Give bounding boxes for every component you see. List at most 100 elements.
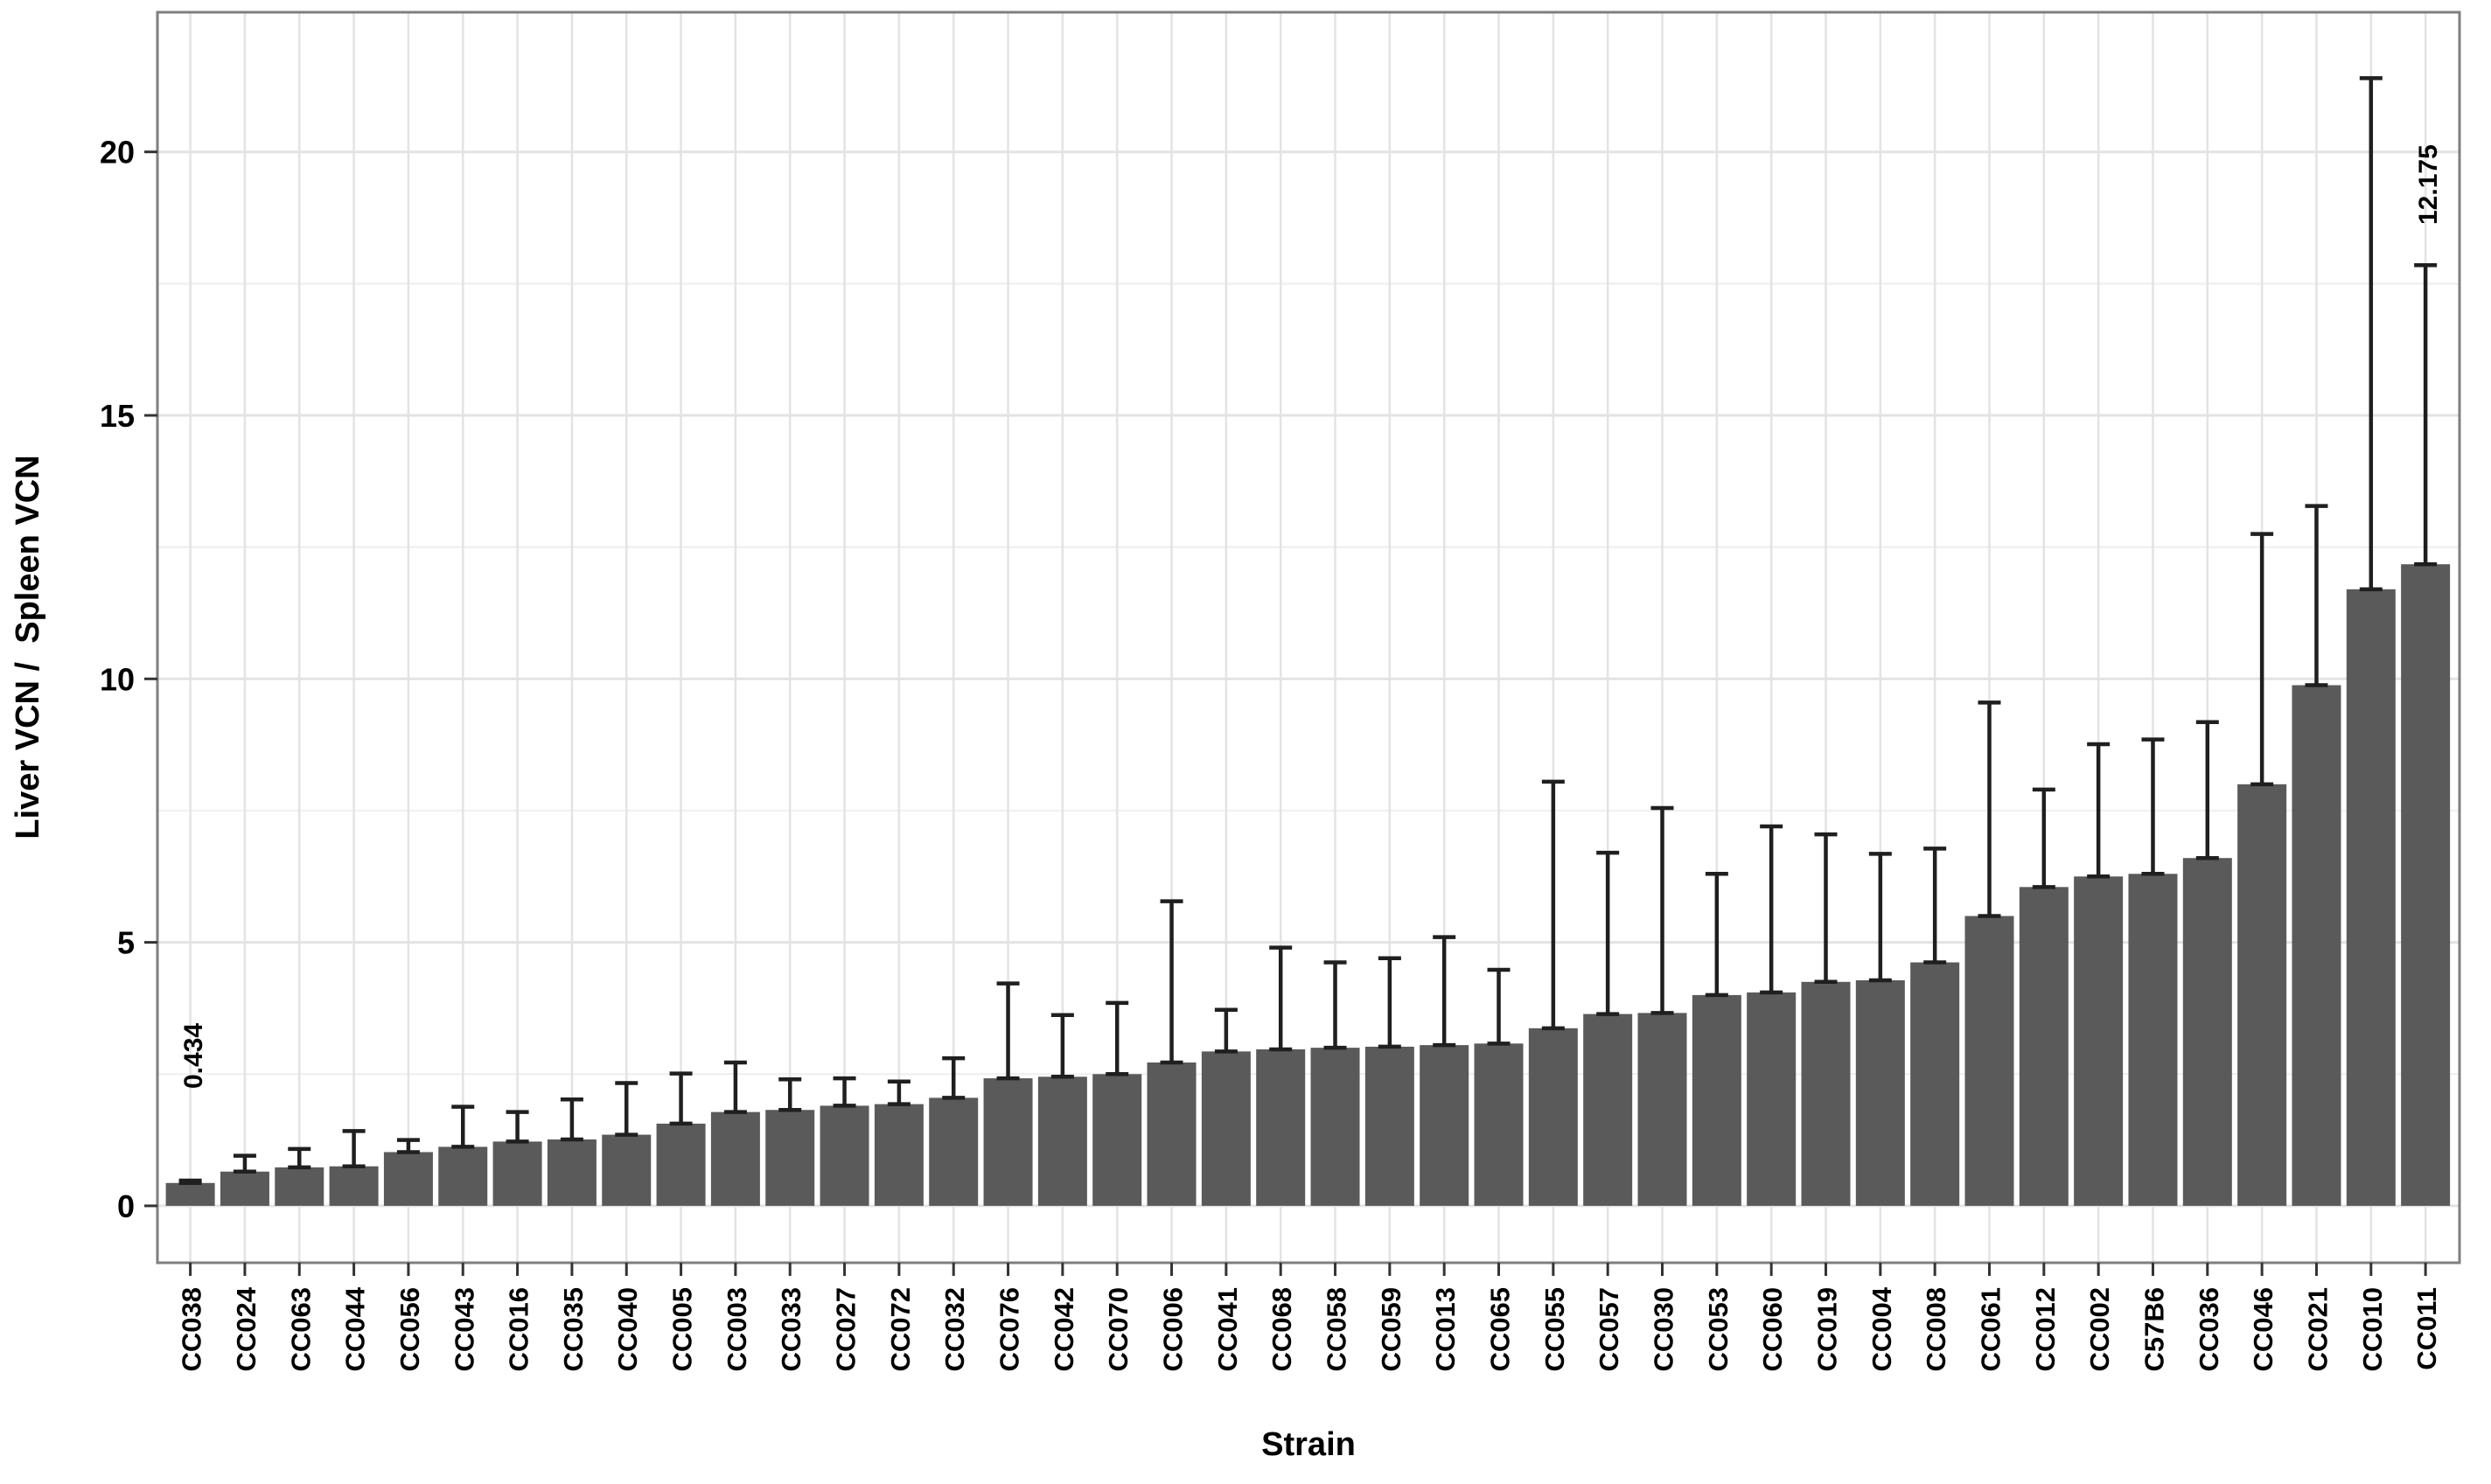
- x-tick-label: CC057: [1594, 1287, 1624, 1372]
- error-bar: [833, 1076, 856, 1108]
- error-bar: [1541, 779, 1565, 1031]
- x-tick-label: CC070: [1103, 1287, 1134, 1372]
- error-bar: [506, 1110, 529, 1144]
- x-tick-label: CC003: [722, 1287, 752, 1372]
- error-bar: [2359, 76, 2383, 592]
- x-tick-label: CC016: [504, 1287, 534, 1372]
- x-tick-label: CC059: [1376, 1287, 1406, 1372]
- bar: [929, 1097, 979, 1206]
- bar: [275, 1167, 324, 1206]
- bar: [329, 1166, 379, 1206]
- bar: [383, 1152, 433, 1206]
- error-bars-group: [178, 76, 2438, 1186]
- error-bar: [2195, 720, 2219, 860]
- error-bar: [396, 1138, 420, 1154]
- error-bar: [233, 1153, 256, 1174]
- bar: [1855, 979, 1905, 1206]
- y-tick-label: 10: [100, 661, 135, 697]
- bar: [820, 1105, 869, 1206]
- error-bar: [2414, 263, 2438, 567]
- error-bar: [1487, 967, 1511, 1046]
- y-tick-label: 0: [117, 1188, 135, 1224]
- bar: [1692, 994, 1741, 1206]
- error-bar: [1596, 850, 1620, 1016]
- bar: [1092, 1074, 1142, 1206]
- x-tick-label: CC013: [1430, 1287, 1461, 1372]
- error-bar: [560, 1097, 583, 1142]
- bar: [874, 1104, 924, 1206]
- x-tick-label: CC002: [2084, 1287, 2115, 1372]
- error-bar: [2305, 504, 2328, 687]
- x-tick-label: CC061: [1975, 1287, 2006, 1372]
- x-tick-label: CC006: [1158, 1287, 1189, 1372]
- y-tick-labels: 0 5 10 15 20: [100, 135, 135, 1224]
- axis-ticks: [144, 150, 2427, 1276]
- error-bar: [669, 1071, 693, 1126]
- x-tick-label: CC060: [1757, 1287, 1788, 1372]
- error-bar: [1160, 899, 1183, 1065]
- x-tick-label: CC072: [885, 1287, 916, 1372]
- bar: [1147, 1062, 1197, 1206]
- error-bar: [2032, 787, 2055, 889]
- x-tick-label: CC033: [776, 1287, 806, 1372]
- bar: [1310, 1048, 1360, 1206]
- x-tick-label: CC005: [667, 1287, 698, 1372]
- x-tick-label: CC055: [1539, 1287, 1570, 1372]
- error-bar: [1760, 824, 1783, 995]
- x-tick-label: CC011: [2411, 1287, 2442, 1370]
- bar: [2237, 784, 2287, 1206]
- bar: [602, 1134, 652, 1206]
- x-tick-label: CC021: [2302, 1287, 2333, 1372]
- error-bar: [1978, 700, 2001, 918]
- bar: [165, 1182, 215, 1206]
- bar: [492, 1141, 542, 1206]
- x-tick-label: CC043: [449, 1287, 479, 1372]
- error-bar: [1650, 805, 1674, 1015]
- x-tick-label: CC065: [1485, 1287, 1516, 1372]
- y-tick-label: 20: [100, 135, 135, 171]
- bar: [1201, 1051, 1251, 1206]
- error-bar: [2141, 737, 2165, 876]
- bar: [2182, 858, 2232, 1206]
- bar: [2128, 874, 2178, 1206]
- bar: [1964, 916, 2014, 1206]
- error-bar: [1050, 1013, 1074, 1079]
- bar: [1474, 1043, 1524, 1206]
- bar: [656, 1123, 706, 1206]
- x-tick-label: CC063: [285, 1287, 316, 1372]
- bar: [2346, 589, 2396, 1206]
- x-tick-label: CC019: [1812, 1287, 1843, 1372]
- x-tick-label: CC010: [2357, 1287, 2388, 1372]
- error-bar: [2250, 532, 2274, 787]
- bar: [1364, 1046, 1414, 1206]
- error-bar: [1705, 872, 1728, 998]
- error-bar: [1378, 956, 1401, 1049]
- bar: [1420, 1045, 1469, 1206]
- bar-value-label-max: 12.175: [2414, 144, 2443, 225]
- bar: [710, 1111, 760, 1206]
- error-bar: [942, 1056, 966, 1100]
- bar: [2019, 887, 2069, 1206]
- y-tick-label: 15: [100, 398, 135, 434]
- bar: [1528, 1028, 1578, 1206]
- y-axis-title: Liver VCN / Spleen VCN: [10, 455, 46, 839]
- x-tick-label: CC004: [1867, 1286, 1897, 1371]
- x-tick-label: CC008: [1921, 1287, 1951, 1372]
- y-tick-label: 5: [117, 925, 135, 961]
- error-bar: [1868, 852, 1892, 983]
- bar: [1637, 1013, 1687, 1206]
- bar: [983, 1078, 1033, 1206]
- error-bar: [451, 1104, 475, 1149]
- bar: [1747, 992, 1797, 1206]
- error-bar: [288, 1146, 311, 1170]
- error-bar: [723, 1060, 747, 1114]
- bar: [1256, 1049, 1306, 1206]
- x-tick-labels: CC038 CC024 CC063 CC044 CC056 CC043 CC016 CC035…: [177, 1286, 2443, 1371]
- bar: [2401, 564, 2451, 1206]
- x-tick-label: CC030: [1649, 1287, 1679, 1372]
- x-tick-label: CC058: [1322, 1287, 1352, 1372]
- bar-value-label-min: 0.434: [179, 1023, 208, 1089]
- x-tick-label: CC076: [994, 1287, 1025, 1372]
- x-tick-label: CC032: [939, 1287, 970, 1372]
